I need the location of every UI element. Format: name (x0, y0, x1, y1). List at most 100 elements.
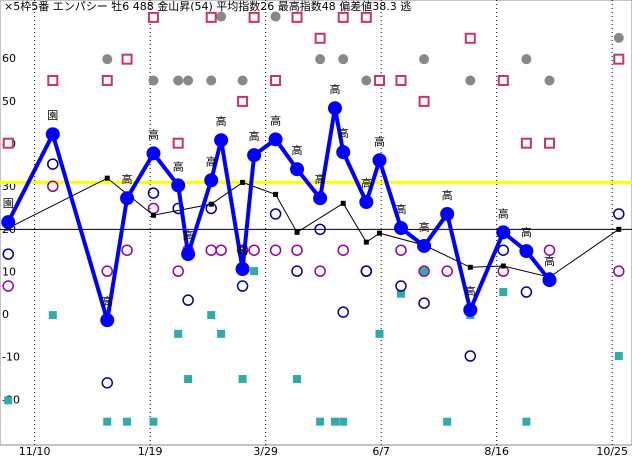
point (330, 417, 339, 426)
x-tick-label: 11/10 (19, 445, 51, 458)
point (270, 75, 282, 86)
point (544, 75, 555, 86)
point (290, 162, 305, 177)
point (172, 137, 184, 149)
point-label: 高 (183, 228, 194, 242)
point (103, 417, 112, 426)
point (419, 54, 430, 65)
point (4, 396, 13, 405)
point (250, 267, 259, 276)
point (48, 311, 57, 320)
point (360, 265, 373, 277)
point (171, 178, 186, 193)
point (360, 11, 372, 23)
point-label: 高 (521, 225, 532, 239)
point-label: 高 (270, 113, 281, 127)
point (377, 230, 383, 236)
point-label: 高 (249, 129, 260, 143)
point-label: 高 (442, 188, 453, 202)
point (216, 11, 227, 22)
point (314, 32, 326, 44)
point-label: 高 (216, 114, 227, 128)
point (47, 158, 59, 170)
point (418, 265, 430, 277)
point (294, 229, 300, 235)
point (441, 265, 453, 277)
point-label: 高 (329, 82, 340, 96)
point (248, 244, 260, 256)
point-label: 高 (361, 176, 372, 190)
point (361, 75, 372, 86)
point (499, 288, 508, 297)
point (101, 265, 114, 277)
point (395, 75, 407, 86)
point (47, 75, 59, 86)
point (420, 267, 429, 276)
point (268, 132, 283, 147)
point (120, 191, 135, 206)
point-label: 高 (237, 243, 248, 257)
point (338, 54, 349, 65)
point (497, 75, 509, 86)
point-label: 高 (338, 126, 349, 140)
point (101, 75, 113, 86)
point (336, 145, 351, 160)
point (396, 289, 405, 298)
point (520, 137, 532, 149)
chart-title: ×5枠5番 エンパシー 牡6 488 金山昇(54) 平均指数26 最高指数48… (4, 0, 411, 13)
point (214, 133, 229, 148)
point (613, 208, 625, 220)
point (269, 208, 282, 220)
point (314, 223, 326, 236)
point (613, 53, 625, 65)
point (146, 146, 161, 161)
point (395, 280, 407, 292)
point-label: 高 (173, 159, 184, 173)
x-tick-label: 3/29 (253, 445, 278, 458)
point (363, 239, 369, 245)
point (205, 11, 217, 23)
point (237, 75, 248, 86)
point (314, 265, 326, 277)
x-tick-label: 10/25 (596, 445, 628, 458)
point (206, 75, 217, 86)
x-tick-label: 1/19 (138, 445, 163, 458)
point (147, 11, 159, 23)
point (543, 244, 556, 256)
point (418, 297, 430, 309)
point (339, 417, 348, 426)
point (270, 11, 281, 22)
x-tick-label: 6/7 (372, 445, 390, 458)
point (101, 377, 114, 389)
point (521, 54, 532, 65)
point (417, 238, 432, 253)
point (327, 101, 342, 116)
y-tick-label: 10 (2, 265, 16, 278)
point (235, 262, 250, 276)
point (613, 32, 624, 43)
point (238, 375, 247, 384)
point (1, 215, 16, 230)
point-label: 高 (498, 206, 509, 220)
point (215, 244, 227, 256)
point (395, 244, 407, 256)
point (149, 417, 158, 426)
point-label: 高 (122, 172, 133, 186)
point-label: 高 (206, 154, 217, 168)
point (372, 153, 387, 168)
point (174, 329, 183, 338)
point (2, 248, 15, 260)
point-label: 高 (419, 220, 430, 234)
point-label: 高 (315, 172, 326, 186)
point (104, 175, 110, 181)
point (465, 75, 476, 86)
point (236, 280, 249, 292)
point (520, 286, 533, 298)
point (184, 375, 193, 384)
point (375, 329, 384, 338)
y-tick-label: -10 (2, 351, 20, 364)
point-label: 高 (148, 127, 159, 141)
point (337, 11, 349, 23)
point (463, 302, 478, 317)
point (616, 226, 622, 232)
